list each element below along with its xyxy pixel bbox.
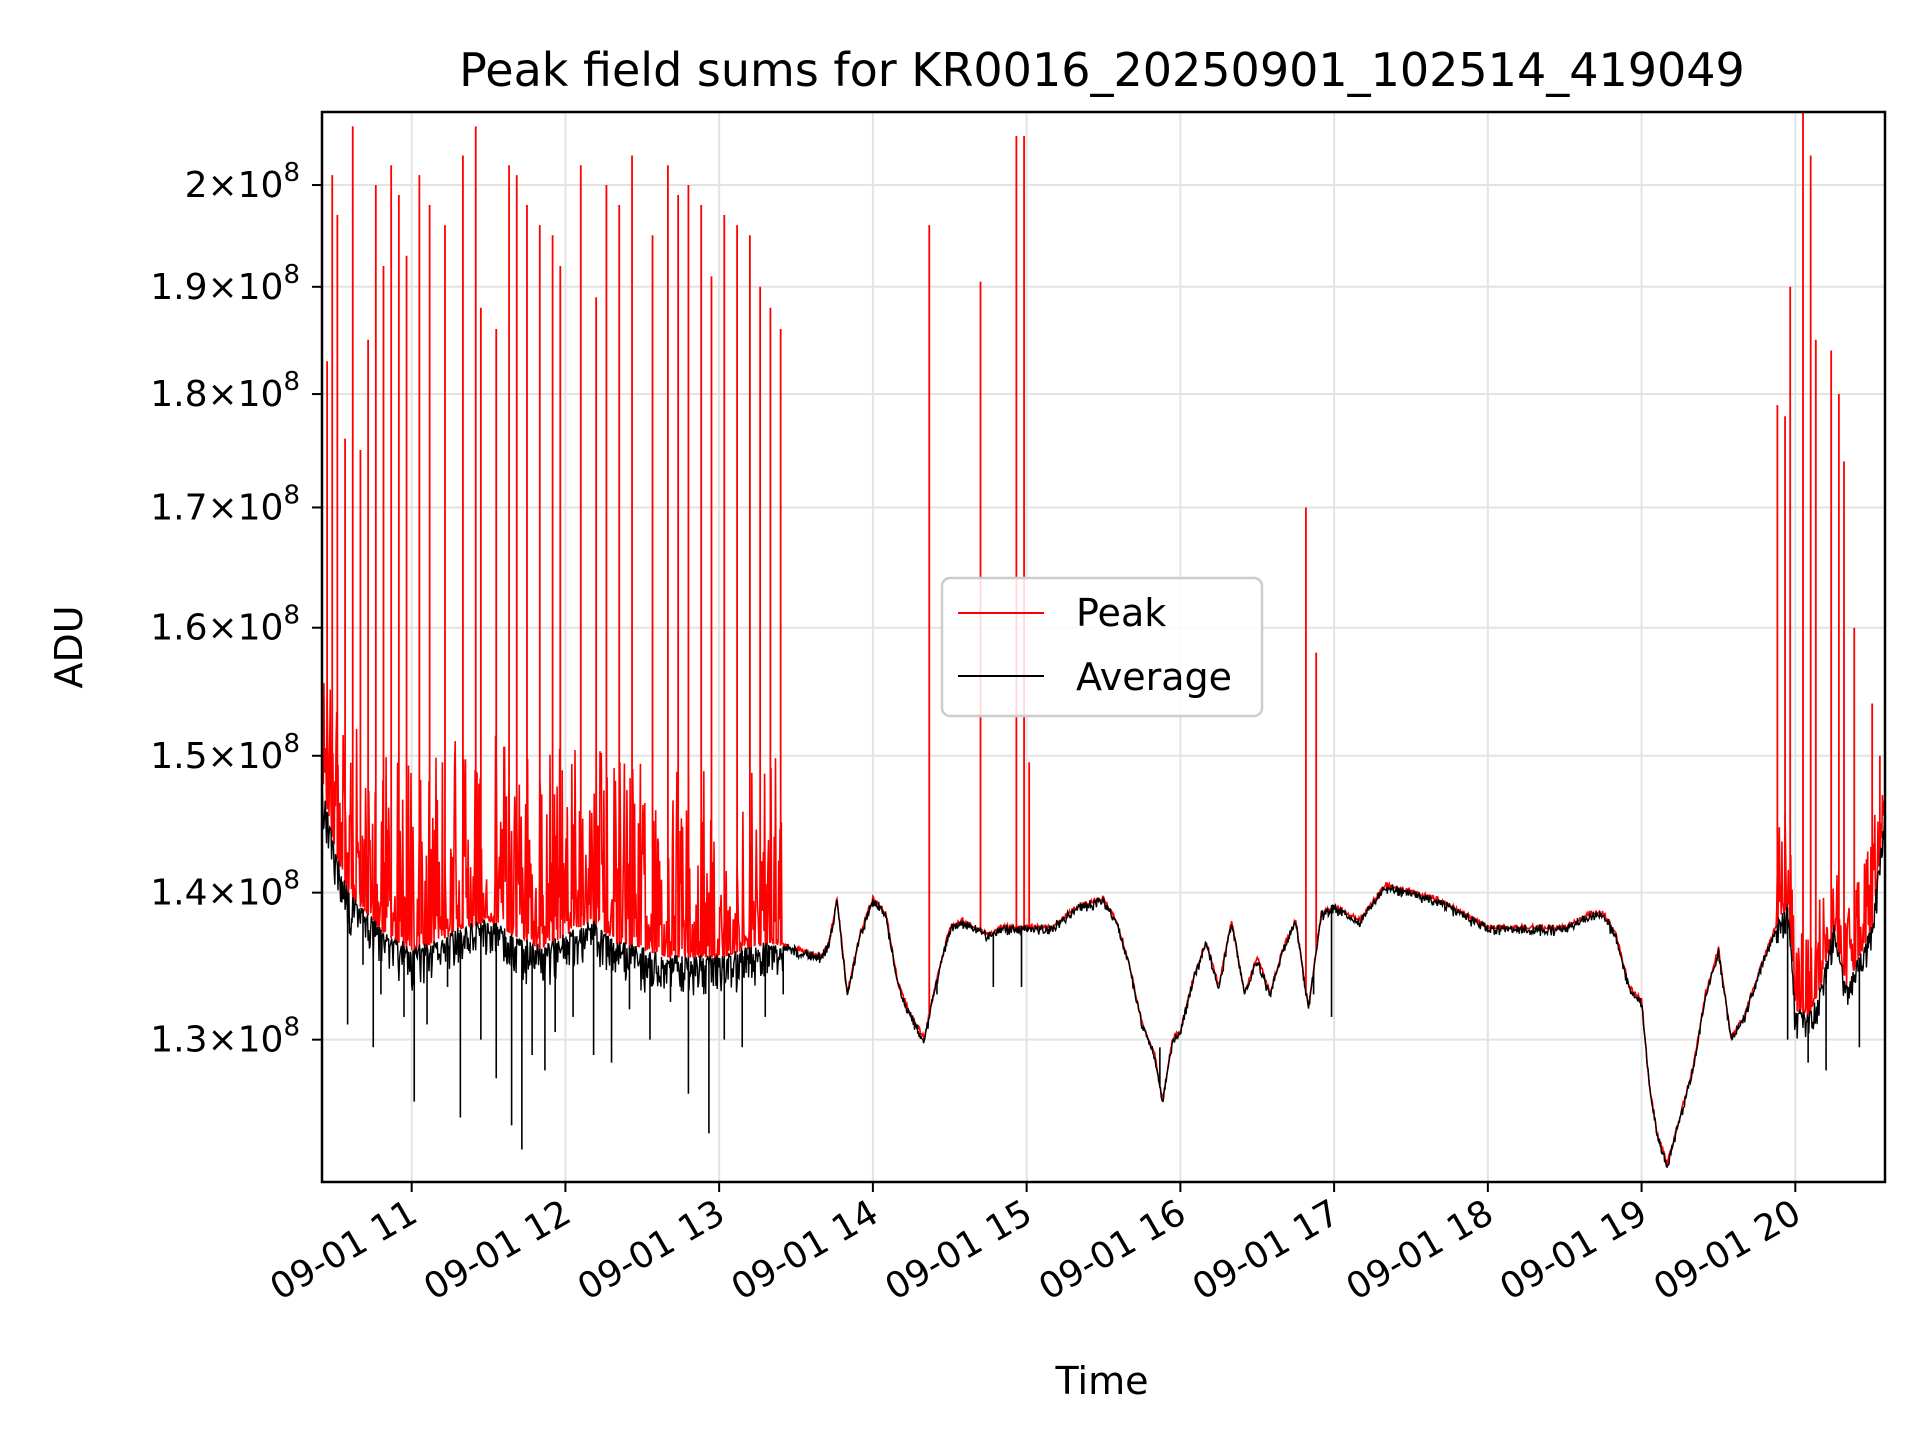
legend: Peak Average [940,576,1264,718]
y-tick-label: 1.3×108 [150,1013,300,1061]
legend-label-peak: Peak [1076,591,1166,635]
y-tick-label: 1.5×108 [150,729,300,777]
y-tick-label: 1.6×108 [150,601,300,649]
y-axis: 1.3×108 1.4×108 1.5×108 1.6×108 1.7×108 1.8×1… [150,158,322,1061]
y-tick-label: 1.8×108 [150,367,300,415]
y-tick-label: 1.7×108 [150,480,300,528]
x-axis-label: Time [1055,1359,1149,1403]
series-average [322,784,1885,1168]
y-axis-label: ADU [47,605,91,688]
plot-frame [320,110,1887,1184]
chart-title: Peak field sums for KR0016_20250901_1025… [459,43,1745,97]
y-tick-label: 2×108 [185,158,300,206]
legend-label-average: Average [1076,655,1232,699]
y-tick-label: 1.4×108 [150,866,300,914]
y-tick-label: 1.9×108 [150,260,300,308]
average-line [322,784,1885,1168]
